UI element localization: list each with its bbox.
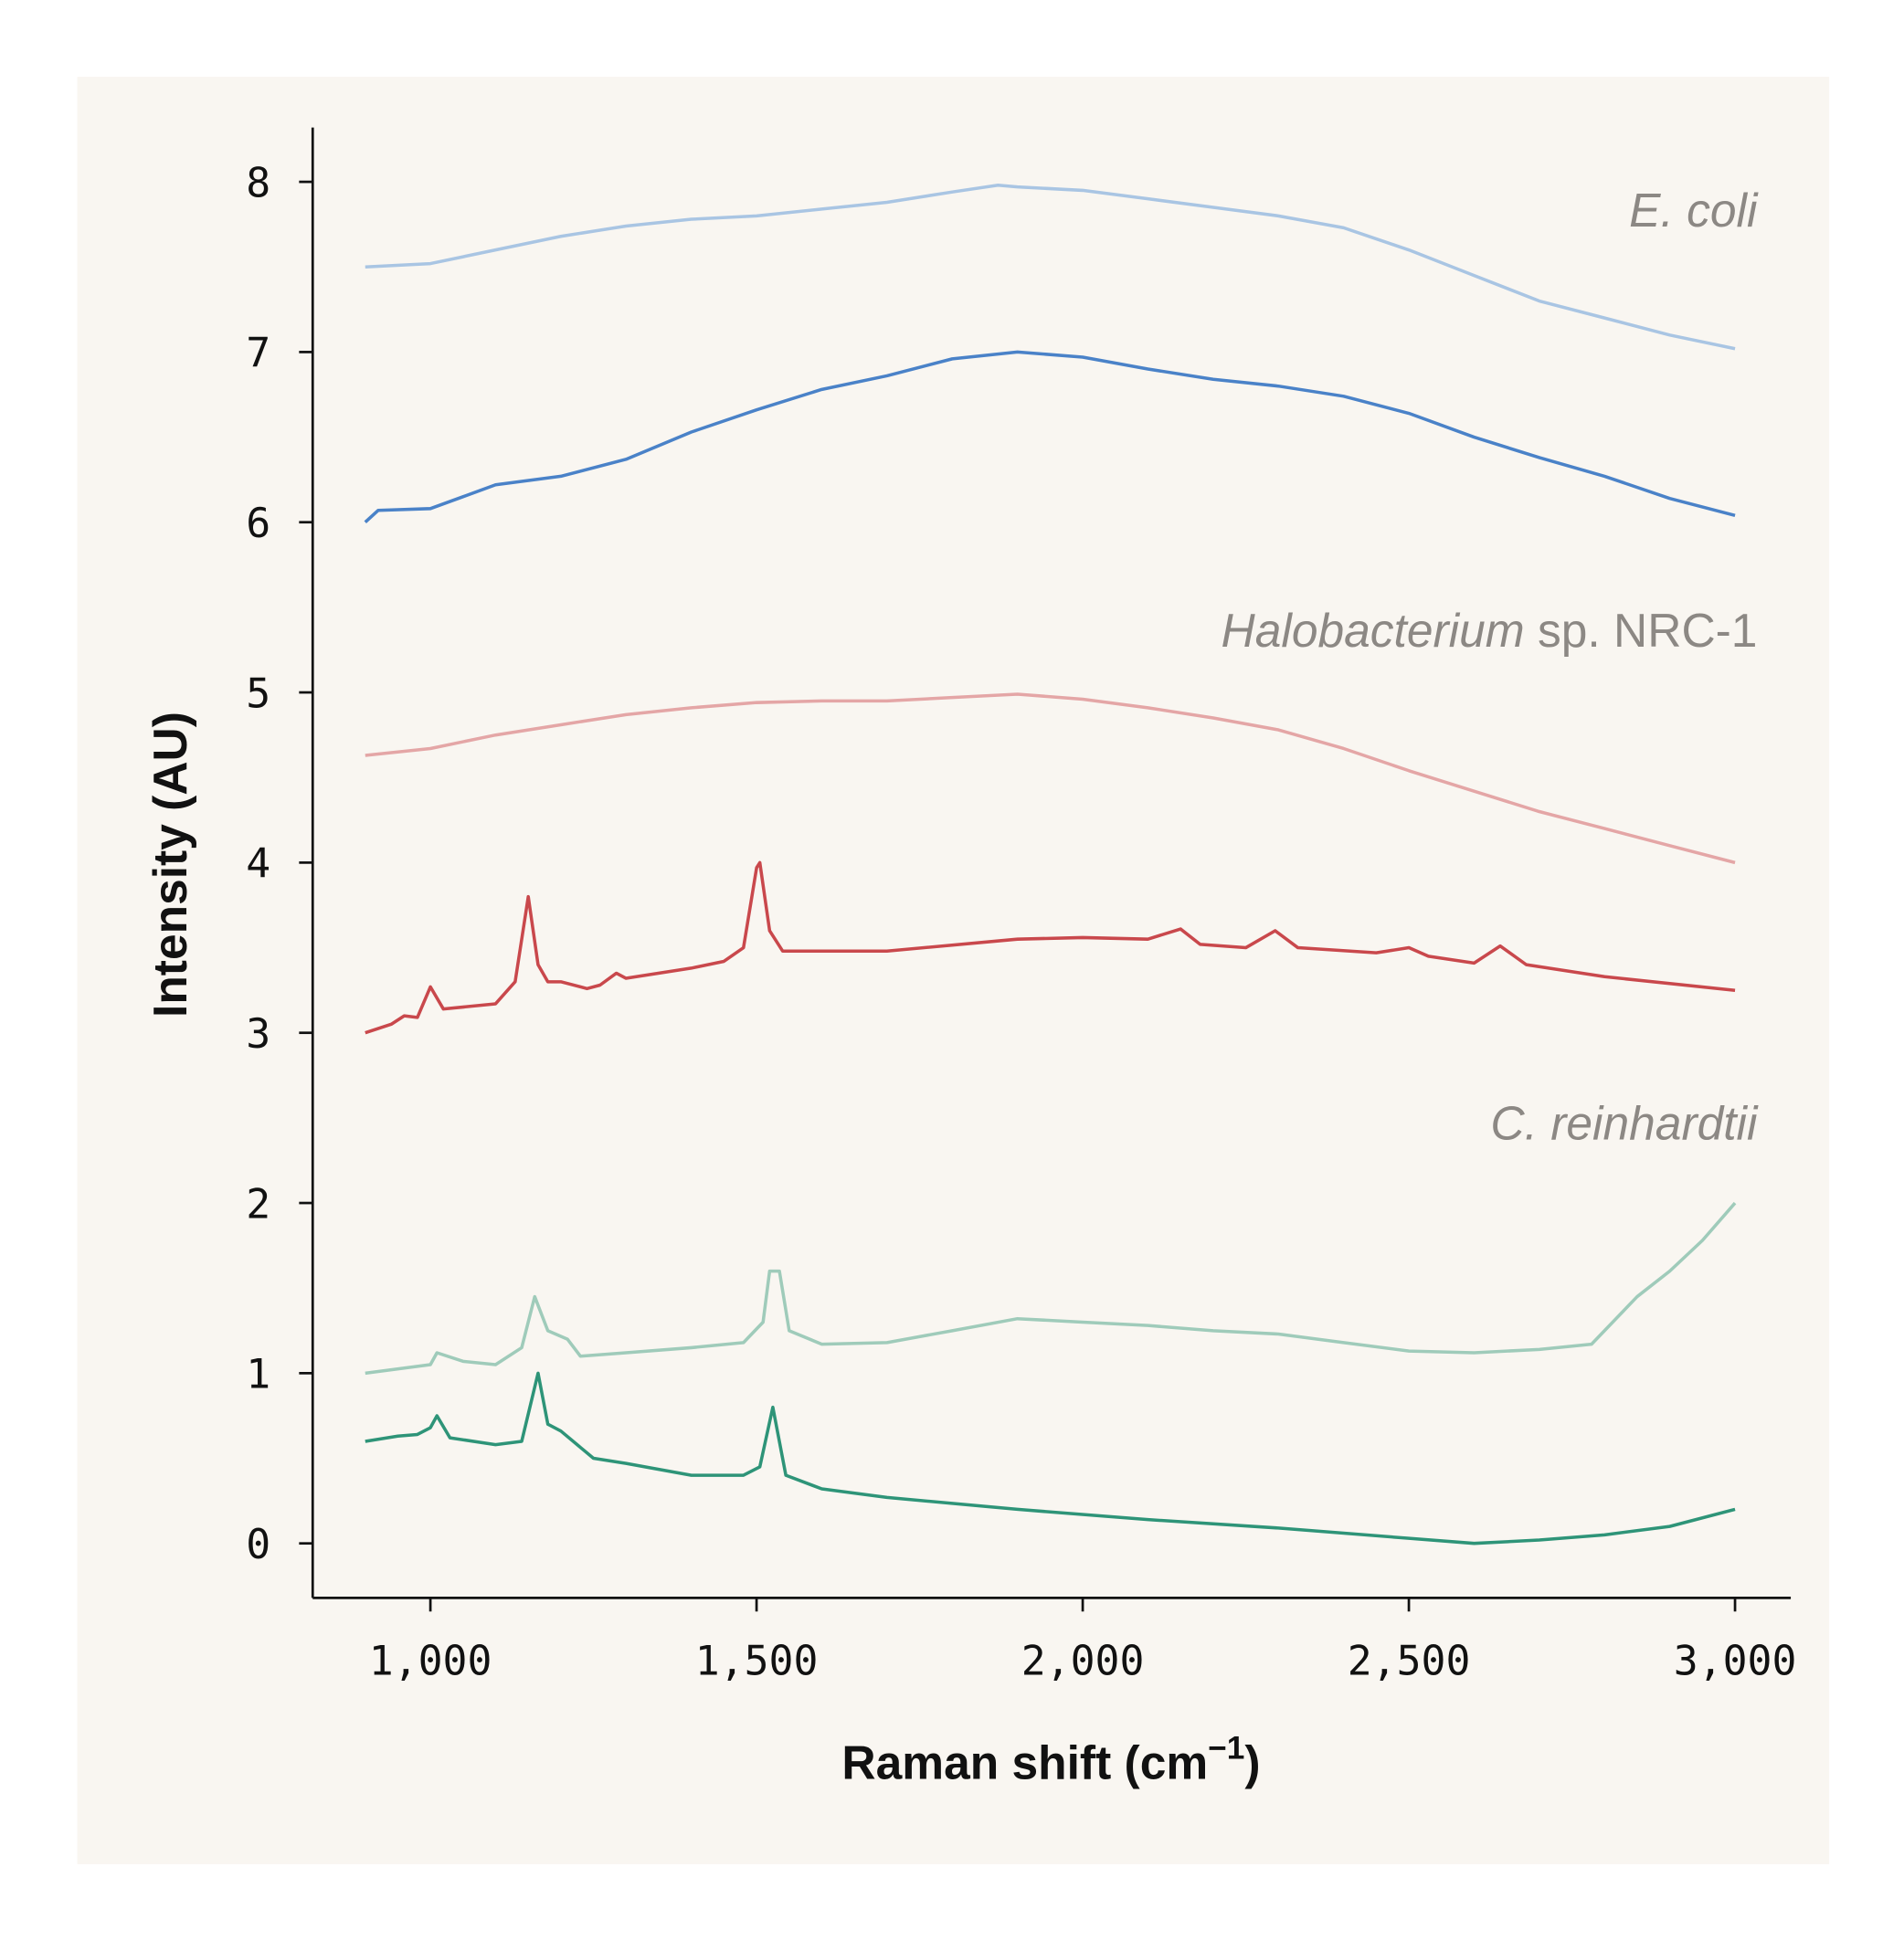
annotation-halobacterium: Halobacterium sp. NRC-1: [1222, 604, 1758, 657]
y-tick-label: 4: [246, 839, 270, 888]
y-tick-label: 2: [246, 1179, 270, 1228]
y-tick-label: 0: [246, 1520, 270, 1568]
x-tick-label: 1,000: [369, 1636, 492, 1684]
x-axis-label: Raman shift (cm−1): [841, 1731, 1260, 1789]
y-tick-label: 3: [246, 1009, 270, 1058]
series-layer: [364, 183, 1737, 1545]
x-tick-label: 2,500: [1348, 1636, 1471, 1684]
y-tick-label: 1: [246, 1350, 270, 1398]
ticks: 1,000 1,500 2,000 2,500 3,000 0 1 2 3 4 5 6 7 8: [246, 158, 1796, 1684]
plot-background: [77, 77, 1830, 1864]
x-axis-label-close: ): [1244, 1735, 1260, 1788]
y-tick-label: 6: [246, 499, 270, 547]
annotation-c-reinhardtii-italic: C. reinhardtii: [1490, 1097, 1759, 1150]
annotation-e-coli: E. coli: [1629, 184, 1759, 237]
series-line-3: [365, 860, 1736, 1035]
series-line-5: [365, 1371, 1736, 1545]
annotation-c-reinhardtii: C. reinhardtii: [1490, 1097, 1759, 1150]
series-line-0: [365, 183, 1736, 351]
series-line-2: [365, 692, 1736, 865]
y-tick-label: 8: [246, 158, 270, 206]
x-tick-label: 2,000: [1021, 1636, 1145, 1684]
series-line-4: [365, 1201, 1737, 1376]
y-axis-label: Intensity (AU): [143, 712, 196, 1018]
x-axis-label-text: Raman shift (cm: [841, 1735, 1208, 1788]
x-axis-label-superscript: −1: [1208, 1731, 1244, 1767]
x-tick-label: 1,500: [695, 1636, 819, 1684]
y-tick-label: 7: [246, 329, 270, 377]
annotation-halobacterium-italic: Halobacterium: [1222, 604, 1525, 657]
series-line-1: [364, 350, 1736, 524]
x-tick-label: 3,000: [1674, 1636, 1797, 1684]
annotation-halobacterium-plain: sp. NRC-1: [1525, 604, 1758, 657]
y-tick-label: 5: [246, 669, 270, 717]
annotation-e-coli-italic: E. coli: [1629, 184, 1759, 237]
